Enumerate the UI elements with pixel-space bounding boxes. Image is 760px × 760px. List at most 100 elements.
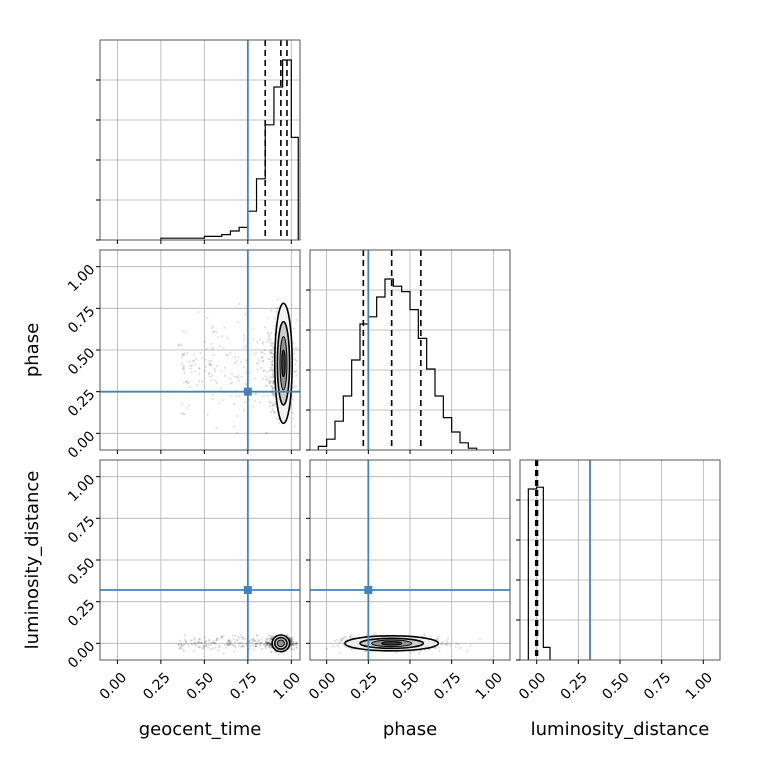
x-tick-label: 0.75 [431,670,464,703]
sample-point [228,643,232,646]
sample-point [251,405,254,408]
sample-point [192,642,196,645]
sample-point [201,357,204,360]
sample-point [188,645,191,648]
sample-point [207,372,211,376]
sample-point [290,639,293,642]
sample-point [263,643,266,646]
sample-point [188,360,191,363]
sample-point [272,394,275,397]
sample-point [255,362,258,365]
sample-point [268,377,271,380]
sample-point [289,637,292,640]
sample-point [338,641,341,644]
sample-point [348,635,352,639]
sample-point [204,639,208,643]
sample-point [255,392,258,395]
y-tick-label: 1.00 [65,472,98,505]
sample-point [184,640,187,643]
panel-content [160,40,299,240]
sample-point [242,646,245,649]
sample-point [235,414,238,417]
y-tick-label: 0.25 [65,387,98,420]
sample-point [198,640,201,644]
sample-point [262,377,265,380]
sample-point [292,386,296,389]
sample-point [273,317,276,320]
sample-point [227,644,231,647]
sample-point [226,353,229,357]
sample-point [209,375,212,378]
sample-point [196,645,199,649]
sample-point [261,340,264,344]
sample-point [229,377,232,380]
sample-point [259,367,263,370]
sample-point [256,633,259,637]
sample-point [293,648,296,651]
sample-point [236,639,239,642]
sample-point [269,635,273,639]
sample-point [233,402,236,406]
sample-point [194,643,198,647]
sample-point [269,401,272,404]
sample-point [194,644,197,647]
sample-point [434,646,437,650]
sample-point [270,637,273,641]
sample-point [265,640,268,644]
sample-point [266,432,269,435]
sample-point [236,320,240,323]
sample-point [266,643,269,646]
sample-point [229,394,232,397]
sample-point [178,647,181,650]
sample-point [222,346,225,349]
sample-point [293,425,296,428]
sample-point [209,643,212,646]
sample-point [194,370,197,373]
sample-point [211,393,214,396]
y-tick-label: 0.50 [65,555,98,588]
sample-point [291,638,294,641]
sample-point [266,642,269,646]
sample-point [242,638,245,641]
sample-point [181,353,184,357]
sample-point [264,645,267,648]
x-tick-label: 0.25 [140,670,173,703]
sample-point [185,380,188,383]
sample-point [260,641,263,644]
sample-point [395,651,398,654]
sample-point [207,646,210,649]
sample-point [270,331,273,334]
sample-point [289,640,293,643]
sample-point [197,380,201,383]
sample-point [409,651,412,654]
sample-point [181,352,184,356]
sample-point [291,412,295,415]
sample-point [210,359,213,362]
sample-point [270,636,273,639]
sample-point [271,346,274,349]
sample-point [271,635,275,638]
sample-point [199,351,202,355]
sample-point [216,637,219,640]
sample-point [272,369,275,372]
y-tick-label: 0.50 [65,345,98,378]
sample-point [179,646,183,649]
sample-point [185,640,188,643]
sample-point [203,641,207,644]
sample-point [255,643,258,646]
sample-point [271,376,274,379]
panel-content [317,250,478,450]
sample-point [191,643,194,646]
sample-point [374,632,377,635]
sample-point [192,641,196,645]
sample-point [190,371,193,374]
sample-point [189,386,192,389]
sample-point [289,645,292,648]
sample-point [260,647,264,651]
sample-point [200,641,203,644]
sample-point [242,366,245,369]
sample-point [266,317,270,320]
y-tick-label: 0.75 [65,303,98,336]
sample-point [183,371,186,374]
sample-point [235,376,238,379]
